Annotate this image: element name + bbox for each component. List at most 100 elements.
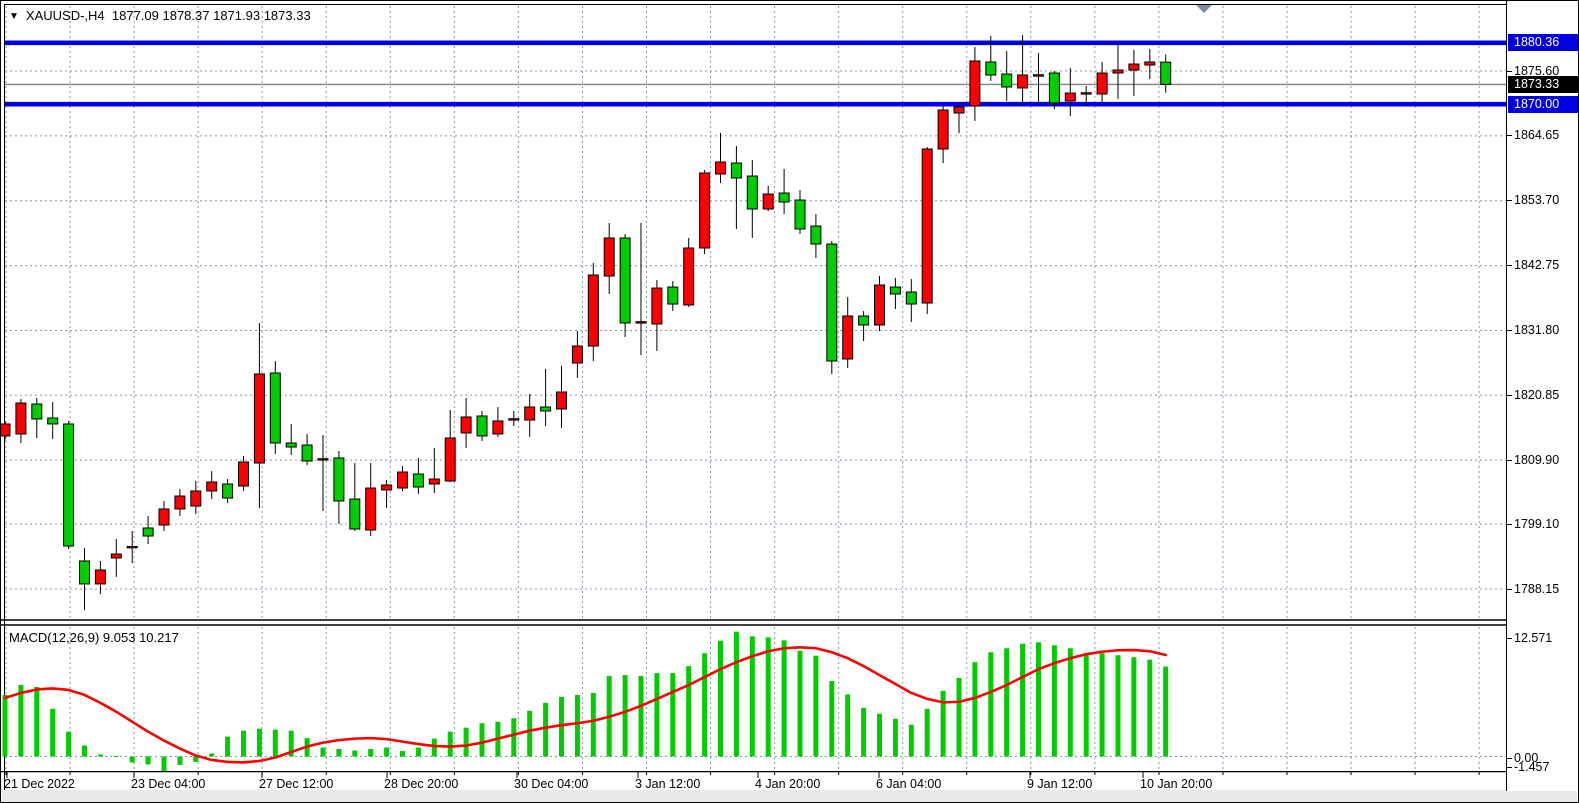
price-scale-label: 1853.70: [1514, 193, 1560, 208]
candle-body: [635, 321, 647, 324]
ohlc-values: 1877.09 1878.37 1871.93 1873.33: [104, 8, 311, 23]
macd-grid: [5, 627, 1506, 771]
macd-histogram-bar: [129, 756, 135, 763]
macd-histogram-bar: [1083, 653, 1089, 757]
price-tick: [1507, 394, 1512, 396]
time-axis-label: 28 Dec 20:00: [384, 777, 458, 791]
candle-body: [571, 345, 583, 364]
scroll-to-end-marker-icon: [1196, 5, 1212, 13]
macd-histogram-bar: [384, 747, 390, 757]
candle-body: [31, 403, 43, 420]
price-scale-label: 1820.85: [1514, 387, 1560, 402]
candle-body: [842, 315, 854, 360]
macd-histogram-bar: [256, 728, 262, 757]
macd-histogram-bar: [511, 718, 517, 757]
macd-histogram-bar: [288, 730, 294, 757]
candle-body: [667, 286, 679, 305]
macd-histogram-bar: [718, 640, 723, 757]
candle-body: [142, 527, 154, 537]
macd-histogram-bar: [113, 756, 119, 758]
macd-histogram-bar: [892, 718, 898, 757]
candle-body: [94, 569, 106, 585]
macd-scale-label: 12.571: [1514, 630, 1553, 645]
macd-histogram-bar: [320, 747, 326, 757]
candle-body: [349, 498, 361, 530]
macd-histogram-bar: [431, 738, 437, 757]
macd-histogram-bar: [272, 729, 278, 757]
candle-body: [1160, 61, 1172, 85]
candle-body: [619, 237, 631, 324]
candle-body: [47, 417, 59, 425]
price-grid: [5, 6, 1506, 618]
candle-body: [953, 106, 965, 114]
chart-title: ▼ XAUUSD-,H4 1877.09 1878.37 1871.93 1873…: [9, 8, 311, 23]
macd-histogram-bar: [733, 631, 739, 757]
candle-body: [810, 225, 822, 245]
candle-body: [428, 478, 440, 485]
macd-histogram-bar: [177, 756, 183, 765]
candle-body: [874, 284, 885, 326]
time-axis-label: 30 Dec 04:00: [514, 777, 588, 791]
macd-histogram-bar: [765, 637, 771, 757]
candle-body: [1017, 74, 1029, 89]
macd-histogram-bar: [845, 694, 851, 757]
candle-body: [651, 287, 663, 325]
macd-histogram-bar: [447, 731, 453, 757]
price-tick: [1507, 757, 1512, 759]
candle-body: [858, 315, 870, 326]
macd-histogram-bar: [145, 756, 151, 765]
candle-body: [397, 471, 408, 489]
macd-indicator-label: MACD(12,26,9) 9.053 10.217: [9, 630, 179, 645]
price-scale-label: 1799.10: [1514, 516, 1560, 531]
macd-histogram-bar: [463, 727, 469, 757]
candle-body: [158, 508, 170, 526]
macd-histogram-bar: [749, 636, 755, 757]
candle-body: [1048, 72, 1060, 104]
macd-histogram-bar: [1067, 648, 1073, 757]
window-inner-border-top: [4, 4, 1576, 5]
candle-body: [492, 420, 504, 435]
macd-indicator-pane[interactable]: [1, 619, 1508, 771]
price-tick: [1507, 135, 1512, 137]
candle-body: [222, 483, 234, 499]
candle-body: [238, 461, 249, 487]
candle-body: [15, 402, 27, 435]
price-tick: [1507, 265, 1512, 267]
macd-histogram-bar: [559, 696, 564, 757]
macd-histogram-bar: [1004, 648, 1010, 757]
macd-histogram-bar: [1131, 657, 1137, 757]
bottom-scroll-strip: [2, 790, 1577, 802]
price-scale-label: 1809.90: [1514, 452, 1560, 467]
candles: [1, 34, 1172, 610]
time-axis[interactable]: 21 Dec 2022 23 Dec 04:00 27 Dec 12:00 28 De…: [1, 771, 1508, 803]
macd-histogram-bar: [66, 731, 72, 757]
candle-body: [110, 553, 122, 559]
price-tick: [1507, 588, 1512, 590]
candle-body: [762, 193, 774, 210]
candle-body: [889, 286, 901, 295]
macd-histogram-bar: [797, 650, 803, 757]
macd-scale-label: 0.00: [1514, 750, 1539, 765]
macd-histogram-bar: [813, 655, 819, 757]
price-scale[interactable]: 1875.60 1864.65 1853.70 1842.75 1831.80 1820.…: [1506, 1, 1578, 791]
price-chart-pane[interactable]: [1, 1, 1508, 619]
candle-body: [1080, 92, 1092, 95]
macd-histogram-bar: [193, 756, 199, 762]
candle-body: [905, 291, 917, 305]
chart-dropdown-triangle-icon[interactable]: ▼: [9, 11, 19, 22]
macd-histogram-bar: [1115, 655, 1121, 757]
macd-histogram-bar: [829, 681, 835, 757]
candle-body: [1064, 92, 1076, 102]
macd-histogram-bar: [336, 749, 342, 757]
candle-body: [285, 442, 297, 448]
candle-body: [1112, 69, 1124, 74]
candle-body: [460, 416, 472, 434]
price-scale-label: 1788.15: [1514, 581, 1560, 596]
price-tick: [1507, 70, 1512, 72]
candle-body: [778, 192, 790, 203]
macd-histogram-bar: [702, 653, 708, 757]
candle-body: [1001, 73, 1013, 88]
macd-histogram-bar: [415, 747, 421, 757]
macd-histogram-bar: [161, 756, 167, 771]
candle-body: [715, 161, 726, 175]
